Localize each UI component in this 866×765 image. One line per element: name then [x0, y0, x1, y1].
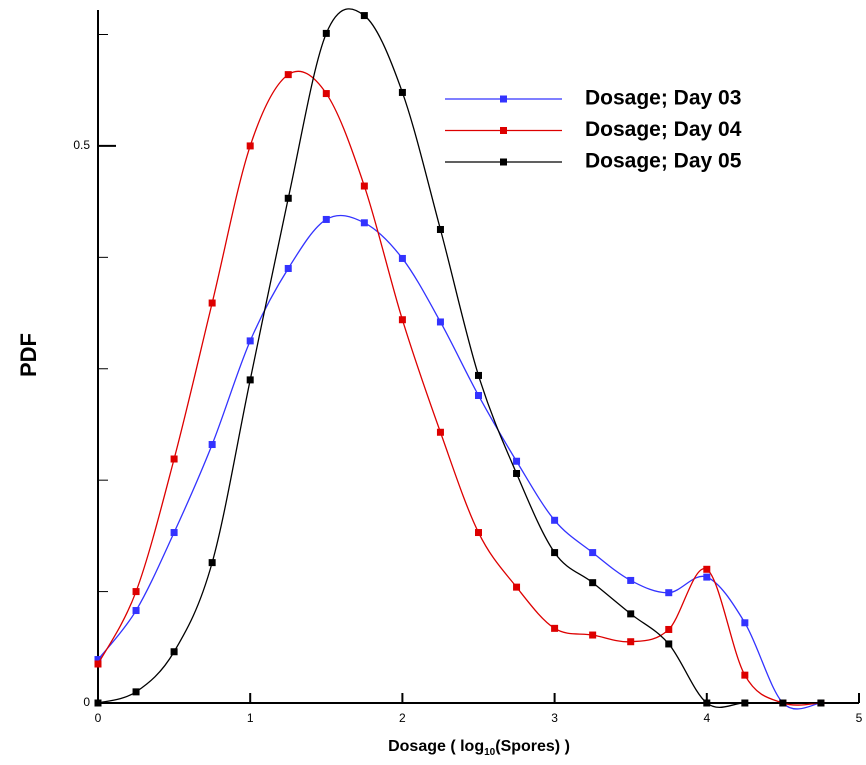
data-point	[475, 371, 482, 379]
data-point	[284, 194, 292, 202]
data-point	[170, 648, 178, 656]
legend-marker	[500, 127, 507, 134]
series-line	[97, 214, 822, 710]
data-point	[589, 549, 597, 557]
data-point	[589, 631, 597, 639]
data-point	[246, 376, 254, 384]
data-point	[551, 516, 559, 524]
data-point	[513, 583, 521, 591]
data-point	[703, 573, 711, 581]
data-point	[94, 699, 102, 707]
data-point	[246, 337, 254, 345]
data-point	[208, 441, 216, 449]
data-point	[436, 225, 444, 233]
data-point	[398, 254, 406, 262]
data-point	[665, 625, 673, 633]
data-point	[132, 688, 140, 696]
data-point	[627, 638, 635, 646]
series-line	[97, 8, 821, 708]
data-point	[132, 588, 140, 596]
x-axis-title: Dosage ( log10(Spores) )	[388, 738, 570, 757]
data-point	[170, 529, 178, 537]
data-point	[360, 182, 368, 190]
data-point	[360, 12, 368, 20]
data-point	[817, 699, 825, 707]
x-tick-label: 3	[551, 711, 558, 725]
data-point	[475, 529, 482, 537]
data-point	[627, 576, 635, 584]
data-point	[589, 579, 597, 587]
data-point	[551, 624, 559, 632]
data-point	[436, 428, 444, 436]
data-point	[360, 219, 368, 227]
data-point	[665, 640, 673, 648]
x-tick-label: 4	[703, 711, 710, 725]
y-axis-title: PDF	[16, 333, 41, 377]
data-point	[284, 71, 292, 79]
data-point	[246, 142, 254, 150]
data-point	[170, 455, 178, 463]
data-point	[703, 565, 711, 573]
data-point	[703, 699, 711, 707]
data-point	[398, 316, 406, 324]
legend-marker	[500, 95, 507, 103]
legend-label: Dosage; Day 03	[585, 87, 741, 110]
data-point	[741, 619, 749, 627]
data-point	[475, 391, 482, 399]
data-point	[132, 607, 140, 615]
data-point	[513, 457, 521, 465]
x-title-part: Dosage ( log	[388, 738, 484, 755]
x-tick-label: 5	[856, 711, 863, 725]
data-point	[551, 549, 559, 557]
legend-label: Dosage; Day 04	[585, 118, 742, 141]
legend-label: Dosage; Day 05	[585, 150, 742, 173]
data-point	[94, 656, 102, 664]
x-title-part: (Spores) )	[495, 738, 570, 755]
y-tick-label: 0	[83, 695, 90, 709]
data-point	[322, 215, 330, 223]
data-point	[627, 610, 635, 618]
data-point	[665, 589, 673, 597]
x-title-sub: 10	[484, 747, 496, 758]
x-tick-label: 1	[247, 711, 254, 725]
data-point	[322, 90, 330, 98]
data-point	[284, 264, 292, 272]
data-point	[513, 469, 521, 477]
data-point	[398, 88, 406, 96]
legend-marker	[500, 158, 507, 166]
data-point	[741, 699, 749, 707]
data-point	[208, 299, 216, 307]
data-point	[208, 559, 216, 567]
data-point	[322, 29, 330, 37]
data-point	[436, 318, 444, 326]
x-tick-label: 2	[399, 711, 406, 725]
series-line	[97, 70, 821, 706]
data-point	[741, 671, 749, 679]
data-point	[779, 699, 787, 707]
y-tick-label: 0.5	[73, 138, 90, 152]
x-tick-label: 0	[95, 711, 102, 725]
data-point	[94, 660, 102, 668]
